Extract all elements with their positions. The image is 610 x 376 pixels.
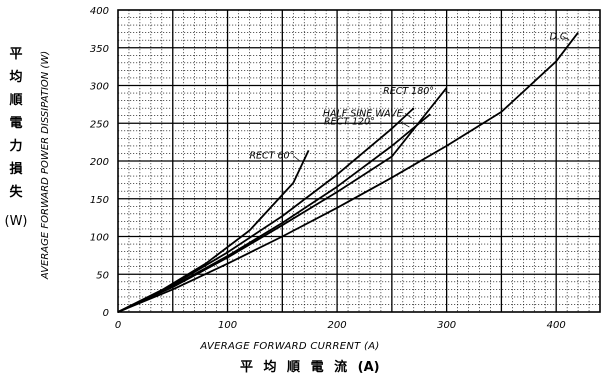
plot-frame	[117, 9, 601, 313]
y-tick-labels: 0 50 100 150 200 250 300 350 400	[90, 6, 109, 319]
x-tick-label: 100	[218, 320, 237, 331]
x-axis-label-jp: 平 均 順 電 流 (A)	[240, 360, 380, 375]
series-line	[117, 87, 448, 313]
x-tick-label: 300	[437, 320, 456, 331]
y-tick-label: 150	[90, 195, 109, 206]
series-line	[117, 32, 579, 313]
y-tick-label: 50	[96, 270, 109, 281]
series-lines	[117, 32, 579, 313]
annotation-label: RECT 120°	[324, 117, 375, 128]
annotation-leader	[404, 113, 412, 119]
y-tick-label: 400	[90, 6, 109, 17]
annotation-leader	[562, 36, 570, 41]
y-axis-label-jp-char: 順	[9, 93, 23, 108]
major-grid	[118, 10, 600, 312]
y-axis-label-jp-char: 均	[9, 70, 23, 85]
y-tick-label: 350	[90, 44, 109, 55]
x-axis-label: AVERAGE FORWARD CURRENT (A)	[200, 341, 380, 352]
x-tick-label: 400	[547, 320, 566, 331]
y-tick-label: 0	[103, 308, 109, 319]
y-axis-label-jp-char: 損	[9, 162, 23, 177]
y-tick-label: 250	[90, 119, 109, 130]
annotation-leader	[400, 121, 410, 128]
series-line	[117, 107, 415, 313]
y-axis-label-jp-char: 平	[9, 47, 23, 62]
series-line	[117, 150, 310, 313]
annotation-label: RECT 60°	[249, 151, 294, 162]
y-axis-label-jp-char: 失	[9, 185, 23, 200]
y-tick-label: 100	[90, 233, 109, 244]
y-axis-label: AVERAGE FORWARD POWER DISSIPATION (W)	[40, 50, 51, 280]
x-tick-labels: 0 100 200 300 400	[115, 320, 566, 331]
y-axis-label-jp-char: 電	[9, 116, 23, 131]
y-tick-label: 200	[90, 157, 109, 168]
annotation-label: HALF SINE WAVE	[323, 108, 403, 119]
annotation-label: RECT 180°	[383, 86, 434, 97]
y-axis-label-jp: 平 均 順 電 力 損 失 (W)	[0, 48, 32, 238]
x-tick-label: 0	[115, 320, 121, 331]
annotation-leader	[293, 155, 301, 162]
x-tick-label: 200	[328, 320, 347, 331]
y-tick-label: 300	[90, 82, 109, 93]
annotation-label: D.C.	[550, 31, 570, 42]
series-line	[117, 113, 431, 313]
annotation-leader	[444, 90, 451, 94]
y-axis-unit-jp: (W)	[4, 214, 28, 229]
y-axis-label-jp-char: 力	[9, 139, 23, 154]
